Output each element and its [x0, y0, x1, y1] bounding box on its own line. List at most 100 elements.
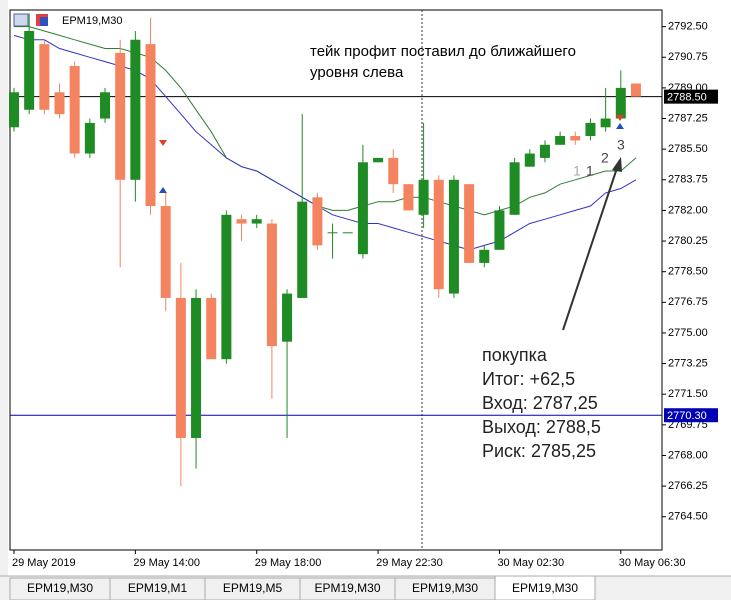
y-tick-label: 2783.75	[668, 174, 708, 186]
trade-marker	[159, 140, 167, 146]
candle-body	[585, 122, 596, 137]
candle-body	[357, 162, 368, 255]
candle-body	[539, 144, 550, 158]
candle-body	[509, 162, 520, 215]
tab-label: EPM19,M30	[512, 581, 578, 595]
moving-average	[14, 26, 637, 216]
candle-body	[160, 206, 171, 298]
y-tick-label: 2792.50	[668, 21, 708, 33]
trade-number: 1	[573, 163, 581, 179]
tab[interactable]: EPM19,M30	[394, 577, 496, 600]
left-strip	[0, 0, 8, 576]
trade-summary: Итог: +62,5	[482, 369, 575, 389]
trade-summary: Вход: 2787,25	[482, 393, 598, 413]
candle-body	[448, 179, 459, 294]
tab-label: EPM19,M30	[412, 581, 478, 595]
candle-body	[555, 136, 566, 145]
level-badge	[664, 89, 718, 104]
candle-body	[206, 297, 217, 360]
level-badge	[664, 408, 718, 423]
candle-body	[524, 153, 535, 167]
candle-body	[24, 31, 35, 110]
candle-body	[130, 39, 141, 180]
chart-title: EPM19,M30	[62, 15, 123, 27]
candle-body	[630, 83, 641, 97]
candle-body	[570, 136, 581, 141]
candle-body	[312, 197, 323, 246]
trade-summary: покупка	[482, 345, 548, 365]
trade-marker	[159, 187, 167, 193]
y-tick-label: 2764.50	[668, 511, 708, 523]
trade-marker	[616, 123, 624, 129]
y-tick-label: 2780.25	[668, 235, 708, 247]
candle-body	[494, 210, 505, 250]
y-tick-label: 2782.00	[668, 204, 708, 216]
candle-body	[69, 66, 80, 154]
y-tick-label: 2773.25	[668, 357, 708, 369]
tab-label: EPM19,M1	[128, 581, 188, 595]
candle-body	[54, 92, 65, 115]
candle-body	[600, 118, 611, 128]
x-tick-label: 30 May 06:30	[619, 557, 686, 569]
x-tick-label: 30 May 02:30	[497, 557, 564, 569]
candle-body	[175, 297, 186, 438]
candle-body	[84, 122, 95, 154]
y-tick-label: 2768.00	[668, 449, 708, 461]
candle-body	[282, 293, 293, 342]
y-tick-label: 2771.50	[668, 388, 708, 400]
note-line: тейк профит поставил до ближайшего	[310, 43, 576, 60]
candle-body	[39, 44, 50, 110]
tab-bg	[494, 575, 596, 600]
tab[interactable]: EPM19,M5	[204, 577, 301, 600]
tab-label: EPM19,M30	[314, 581, 380, 595]
y-tick-label: 2785.50	[668, 143, 708, 155]
candle-body	[221, 214, 232, 360]
x-tick-label: 29 May 18:00	[255, 557, 322, 569]
y-tick-label: 2787.25	[668, 112, 708, 124]
trade-summary: Выход: 2788,5	[482, 417, 601, 437]
candle-body	[145, 44, 156, 207]
candle-body	[251, 219, 262, 224]
candle-body	[418, 179, 429, 215]
tab-bar: EPM19,M30 EPM19,M1 EPM19,M5 EPM19,M30 EPM19,…	[0, 575, 731, 600]
pointer-arrowhead	[612, 157, 622, 172]
y-tick-label: 2778.50	[668, 266, 708, 278]
y-tick-label: 2766.25	[668, 480, 708, 492]
tab-label: EPM19,M5	[223, 581, 283, 595]
candle-body	[388, 157, 399, 185]
note-line: уровня слева	[310, 64, 404, 81]
level-label: 2788.50	[667, 92, 707, 104]
trade-summary: Риск: 2785,25	[482, 441, 596, 461]
symbol-icon	[13, 13, 48, 27]
x-tick-label: 29 May 2019	[12, 557, 76, 569]
candle-body	[403, 184, 414, 211]
tab[interactable]: EPM19,M1	[109, 577, 206, 600]
tab[interactable]: EPM19,M30	[299, 577, 396, 600]
candle-body	[266, 223, 277, 347]
candle-body	[115, 52, 126, 180]
candle-body	[342, 232, 353, 234]
candle-body	[464, 184, 475, 263]
candle-body	[9, 92, 19, 128]
candle-body	[191, 297, 202, 438]
candle-body	[479, 249, 490, 263]
candle-body	[615, 87, 626, 119]
y-tick-label: 2775.00	[668, 327, 708, 339]
level-label: 2770.30	[667, 410, 707, 422]
tab-label: EPM19,M30	[27, 581, 93, 595]
x-tick-label: 29 May 14:00	[133, 557, 200, 569]
trade-number: 2	[601, 150, 609, 166]
candle-body	[433, 179, 444, 290]
trade-number: 1	[586, 163, 594, 179]
y-tick-label: 2776.75	[668, 296, 708, 308]
pointer-arrow	[562, 164, 619, 331]
y-tick-label: 2790.75	[668, 51, 708, 63]
candle-body	[297, 201, 308, 298]
tab[interactable]: EPM19,M30	[9, 577, 111, 600]
x-tick-label: 29 May 22:30	[376, 557, 443, 569]
candle-body	[100, 92, 111, 119]
candle-body	[327, 232, 338, 234]
tab[interactable]: EPM19,M30	[494, 575, 596, 600]
trade-marker	[616, 115, 624, 121]
